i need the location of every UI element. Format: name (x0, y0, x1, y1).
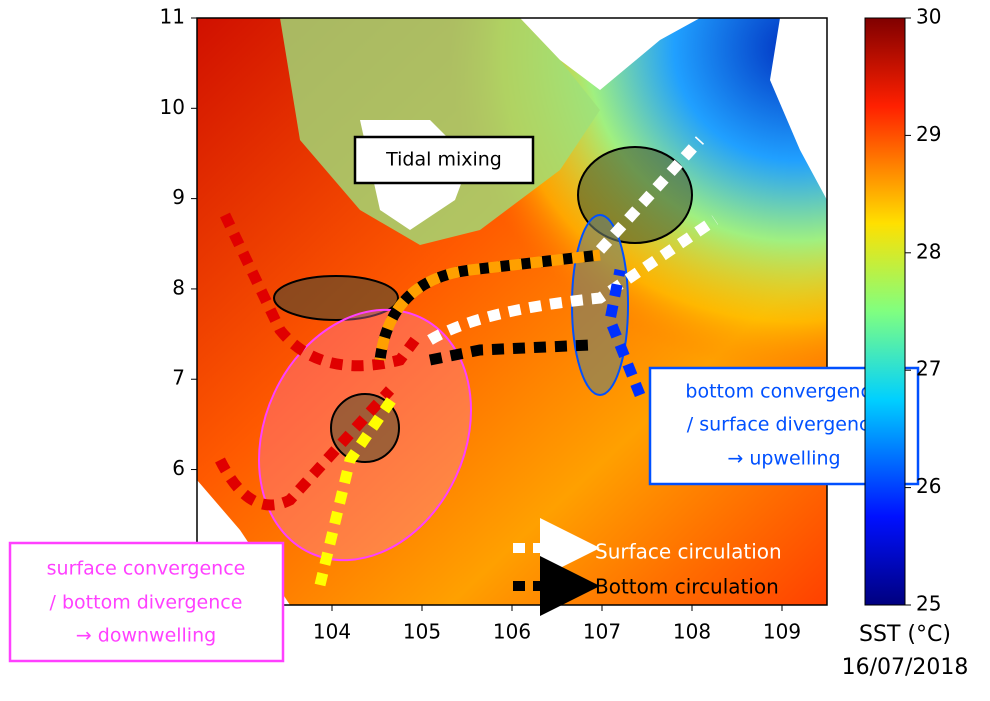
upwelling-line: / surface divergence (687, 414, 881, 436)
colorbar-tick-label: 29 (916, 122, 941, 146)
tidal-label: Tidal mixing (385, 149, 502, 171)
tidal-box (353, 135, 535, 185)
x-tick-label: 107 (583, 620, 621, 644)
colorbar (864, 17, 906, 606)
colorbar-tick-label: 26 (916, 474, 941, 498)
y-tick-label: 8 (172, 275, 185, 299)
colorbar-tick-label: 27 (916, 357, 941, 381)
x-tick-label: 105 (403, 620, 441, 644)
x-tick-label: 104 (313, 620, 351, 644)
colorbar-tick-label: 25 (916, 592, 941, 616)
colorbar-label: SST (°C) (859, 622, 951, 647)
upwelling-line: → upwelling (727, 448, 840, 470)
downwelling-line: → downwelling (76, 625, 216, 647)
colorbar-tick-label: 30 (916, 5, 941, 29)
y-tick-label: 11 (160, 5, 185, 29)
downwelling-box (8, 541, 285, 663)
y-tick-label: 10 (160, 95, 185, 119)
downwelling-line: surface convergence (47, 558, 246, 580)
circulation (215, 136, 719, 587)
x-tick-label: 106 (493, 620, 531, 644)
x-tick-label: 109 (763, 620, 801, 644)
legend-surface: Surface circulation (595, 540, 782, 564)
upwelling-line: bottom convergence (685, 381, 882, 403)
downwelling-line: / bottom divergence (50, 592, 243, 614)
y-tick-label: 9 (172, 185, 185, 209)
y-tick-label: 7 (172, 366, 185, 390)
date-label: 16/07/2018 (842, 655, 969, 680)
legend-bottom: Bottom circulation (595, 575, 779, 599)
x-tick-label: 108 (673, 620, 711, 644)
colorbar-tick-label: 28 (916, 239, 941, 263)
y-tick-label: 6 (172, 456, 185, 480)
